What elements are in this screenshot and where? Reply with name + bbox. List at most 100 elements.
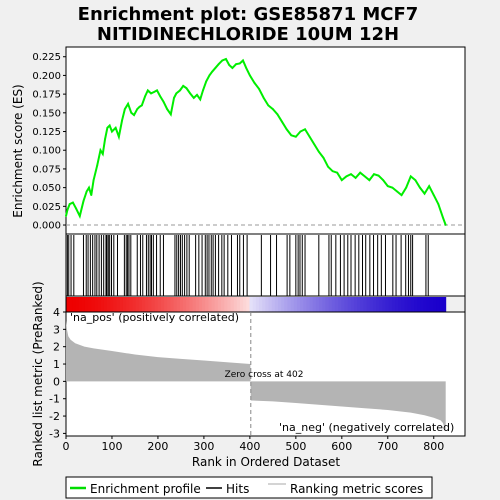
color-bar-segment bbox=[306, 297, 311, 312]
metric-xtick-label: 700 bbox=[377, 440, 398, 453]
legend-label: Enrichment profile bbox=[90, 482, 201, 496]
color-bar-segment bbox=[202, 297, 206, 312]
color-bar-segment bbox=[281, 297, 285, 312]
es-point bbox=[414, 179, 417, 182]
es-point bbox=[88, 186, 90, 189]
ranking-color-bar bbox=[66, 297, 447, 312]
es-point bbox=[78, 215, 81, 217]
es-point bbox=[144, 95, 146, 98]
es-point bbox=[238, 62, 241, 65]
es-point bbox=[391, 186, 394, 189]
hit-ticks bbox=[66, 235, 429, 296]
color-bar-segment bbox=[319, 297, 323, 312]
es-point bbox=[108, 124, 111, 127]
es-point bbox=[217, 63, 220, 66]
color-bar-segment bbox=[94, 297, 99, 312]
es-point bbox=[111, 130, 113, 133]
color-bar-segment bbox=[382, 297, 387, 312]
color-bar-segment bbox=[84, 297, 89, 312]
es-point bbox=[192, 96, 195, 99]
color-bar-segment bbox=[119, 297, 124, 312]
color-bar-segment bbox=[138, 297, 143, 312]
color-bar-segment bbox=[189, 297, 194, 312]
color-bar-segment bbox=[141, 297, 146, 312]
metric-ytick-label: -2 bbox=[49, 410, 60, 423]
color-bar-segment bbox=[97, 297, 102, 312]
color-bar-segment bbox=[259, 297, 263, 312]
es-point bbox=[140, 104, 143, 107]
es-point bbox=[175, 92, 178, 95]
es-point bbox=[253, 82, 256, 84]
color-bar-segment bbox=[69, 297, 73, 312]
es-point bbox=[258, 87, 260, 90]
color-bar-segment bbox=[198, 297, 203, 312]
color-bar-segment bbox=[246, 297, 251, 312]
color-bar-segment bbox=[372, 297, 377, 312]
color-bar-segment bbox=[338, 297, 342, 312]
es-point bbox=[377, 174, 380, 177]
es-point bbox=[317, 150, 320, 153]
color-bar-segment bbox=[344, 297, 349, 312]
color-bar-segment bbox=[388, 297, 393, 312]
color-bar-segment bbox=[325, 297, 330, 312]
es-ytick-label: 0.200 bbox=[32, 71, 61, 82]
color-bar-segment bbox=[429, 297, 434, 312]
es-point bbox=[101, 153, 104, 155]
metric-xtick-label: 0 bbox=[63, 440, 70, 453]
legend-box bbox=[65, 476, 433, 499]
color-bar-segment bbox=[91, 297, 95, 312]
es-point bbox=[345, 175, 348, 178]
color-bar-segment bbox=[192, 297, 197, 312]
color-bar-segment bbox=[135, 297, 140, 312]
color-bar-segment bbox=[167, 297, 171, 312]
es-point bbox=[202, 89, 204, 92]
es-point bbox=[169, 113, 172, 116]
color-bar-segment bbox=[179, 297, 184, 312]
color-bar-segment bbox=[103, 297, 108, 312]
color-bar-segment bbox=[426, 297, 431, 312]
color-bar-segment bbox=[284, 297, 288, 312]
color-bar-segment bbox=[277, 297, 282, 312]
es-point bbox=[432, 194, 435, 197]
color-bar-segment bbox=[243, 297, 247, 312]
color-bar-segment bbox=[66, 297, 70, 312]
color-bar-segment bbox=[385, 297, 390, 312]
es-point bbox=[322, 156, 325, 159]
es-point bbox=[235, 63, 237, 66]
es-point bbox=[281, 120, 283, 123]
es-point bbox=[71, 201, 74, 204]
color-bar-segment bbox=[88, 297, 92, 312]
es-point bbox=[136, 108, 139, 110]
es-point bbox=[313, 143, 316, 146]
color-bar-segment bbox=[293, 297, 298, 312]
es-point bbox=[350, 173, 352, 176]
color-bar-segment bbox=[252, 297, 257, 312]
color-bar-segment bbox=[151, 297, 156, 312]
es-point bbox=[90, 194, 93, 197]
color-bar-segment bbox=[414, 297, 418, 312]
color-bar-segment bbox=[145, 297, 149, 312]
es-point bbox=[363, 175, 366, 178]
es-point bbox=[199, 98, 202, 101]
es-point bbox=[179, 89, 181, 92]
color-bar-segment bbox=[439, 297, 444, 312]
color-bar-segment bbox=[274, 297, 279, 312]
color-bar-segment bbox=[116, 297, 121, 312]
color-bar-segment bbox=[227, 297, 232, 312]
es-point bbox=[437, 203, 440, 205]
chart-title-line1: Enrichment plot: GSE85871 MCF7 bbox=[78, 4, 419, 25]
color-bar-segment bbox=[214, 297, 219, 312]
es-point bbox=[65, 215, 67, 217]
es-point bbox=[331, 170, 334, 173]
es-ytick-label: 0.150 bbox=[32, 108, 61, 119]
es-point bbox=[382, 179, 385, 182]
metric-ytick-label: 4 bbox=[53, 306, 60, 319]
color-bar-segment bbox=[122, 297, 127, 312]
es-point bbox=[185, 87, 188, 90]
es-point bbox=[104, 138, 106, 140]
es-point bbox=[290, 134, 293, 137]
color-bar-segment bbox=[398, 297, 402, 312]
es-point bbox=[423, 192, 426, 195]
color-bar-segment bbox=[376, 297, 380, 312]
